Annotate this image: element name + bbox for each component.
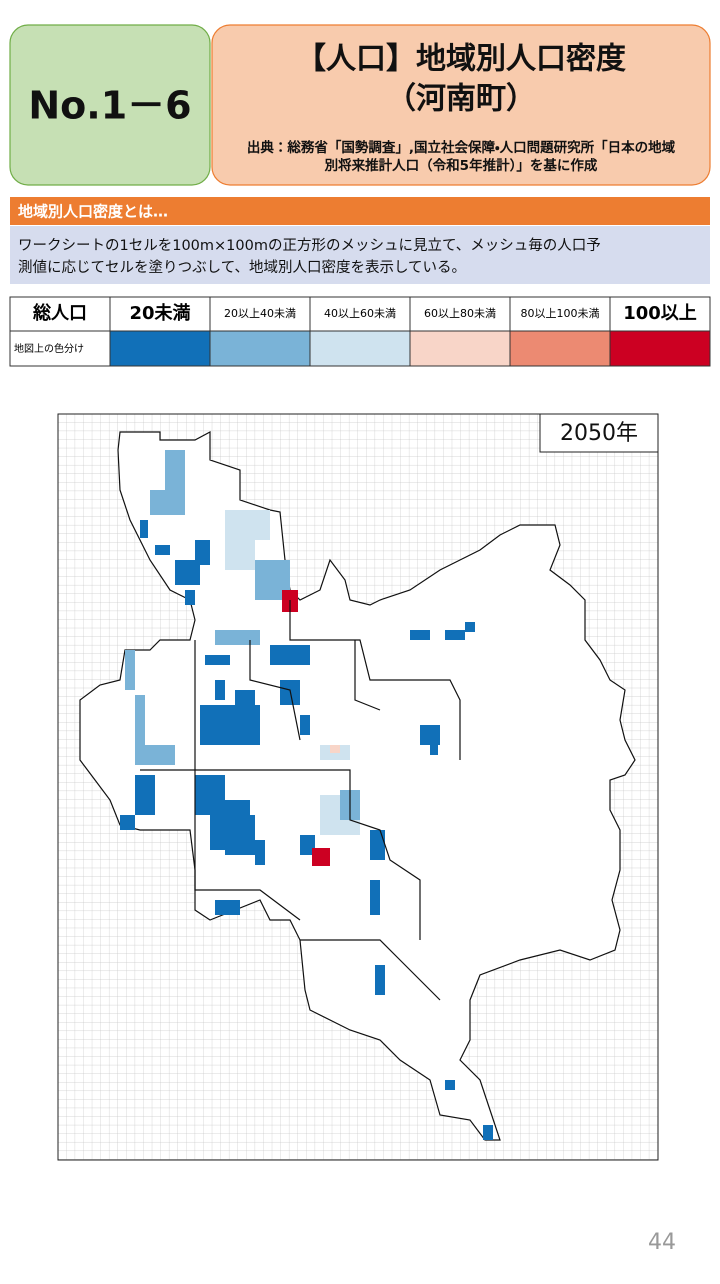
mesh-cell xyxy=(225,815,255,855)
mesh-cell xyxy=(445,630,465,640)
mesh-cell xyxy=(165,450,185,490)
mesh-cell xyxy=(300,715,310,735)
mesh-cell xyxy=(300,835,315,855)
mesh-cell xyxy=(155,545,170,555)
boundary xyxy=(300,939,441,1001)
description: ワークシートの1セルを100m×100mの正方形のメッシュに見立て、メッシュ毎の… xyxy=(18,237,601,254)
legend-swatch xyxy=(209,330,311,367)
mesh-cell xyxy=(135,695,145,755)
mesh-cell xyxy=(140,520,148,538)
page-number: 44 xyxy=(648,1230,676,1255)
mesh-cell xyxy=(375,965,385,995)
mesh-cell xyxy=(175,560,200,585)
legend-cell xyxy=(609,296,711,332)
legend-table: 総人口 地図上の色分け 20未満 20以上40未満 40以上60未満 60以上80未満… xyxy=(9,296,711,367)
description: 測値に応じてセルを塗りつぶして、地域別人口密度を表示している。 xyxy=(18,259,466,276)
mesh-cell xyxy=(125,650,135,690)
legend-swatch xyxy=(309,330,411,367)
mesh-cell xyxy=(135,745,175,765)
mesh-cell xyxy=(270,645,310,665)
legend-swatch xyxy=(109,330,211,367)
mesh-cell xyxy=(215,630,260,645)
section-heading: 地域別人口密度とは… xyxy=(18,203,168,221)
legend-label: 60以上80未満 xyxy=(424,307,496,320)
boundary xyxy=(140,769,301,921)
mesh-cell xyxy=(120,815,135,830)
mesh-cells xyxy=(120,450,493,1140)
source: 別将来推計人口（令和5年推計）」を基に作成 xyxy=(325,157,598,174)
subtitle: （河南町） xyxy=(386,82,536,117)
year-box xyxy=(539,413,659,453)
title-box xyxy=(211,24,711,186)
legend-header: 総人口 xyxy=(32,302,87,324)
mesh-cell xyxy=(215,900,240,915)
district-boundaries xyxy=(140,600,461,1001)
title: 【人口】地域別人口密度 xyxy=(296,42,626,77)
year-label: 2050年 xyxy=(560,421,638,446)
slide-number: No.1－6 xyxy=(28,84,191,128)
boundary xyxy=(289,600,461,760)
legend-swatch xyxy=(509,330,611,367)
legend-label: 40以上60未満 xyxy=(324,307,396,320)
legend-label: 20以上40未満 xyxy=(224,307,296,320)
source: 出典：総務省「国勢調査」,国立社会保障・人口問題研究所「日本の地域 xyxy=(247,139,676,156)
legend-cell xyxy=(509,296,611,332)
number-box xyxy=(9,24,211,186)
legend-cell xyxy=(9,296,111,332)
mesh-cell xyxy=(135,775,155,815)
mesh-cell xyxy=(483,1125,493,1140)
mesh-cell xyxy=(370,830,385,860)
legend-swatch xyxy=(609,330,711,367)
mesh-cell xyxy=(215,680,225,700)
legend-cell xyxy=(209,296,311,332)
legend-label: 100以上 xyxy=(623,303,697,324)
mesh-cell xyxy=(312,848,330,866)
legend-swatch xyxy=(409,330,511,367)
mesh-cell xyxy=(150,490,185,515)
town-outline xyxy=(79,431,636,1141)
mesh-cell xyxy=(235,690,255,710)
mesh-cell xyxy=(410,630,430,640)
mesh-cell xyxy=(185,590,195,605)
boundary xyxy=(354,640,381,711)
mesh-cell xyxy=(205,655,230,665)
boundary xyxy=(249,640,301,741)
mesh-cell xyxy=(330,745,340,753)
mesh-cell xyxy=(370,880,380,915)
mesh-cell xyxy=(225,510,270,540)
legend-label: 20未満 xyxy=(129,302,190,324)
mesh-cell xyxy=(225,540,255,570)
mesh-cell xyxy=(430,735,438,755)
section-bar xyxy=(10,197,710,225)
legend-cell xyxy=(9,330,111,367)
mesh-cell xyxy=(200,705,260,745)
legend-row-label: 地図上の色分け xyxy=(14,342,84,355)
boundary xyxy=(194,640,421,940)
mesh-cell xyxy=(195,540,210,565)
legend-label: 80以上100未満 xyxy=(521,307,600,320)
mesh-cell xyxy=(255,840,265,865)
description-box xyxy=(10,226,710,284)
mesh-cell xyxy=(445,1080,455,1090)
mesh-cell xyxy=(465,622,475,632)
